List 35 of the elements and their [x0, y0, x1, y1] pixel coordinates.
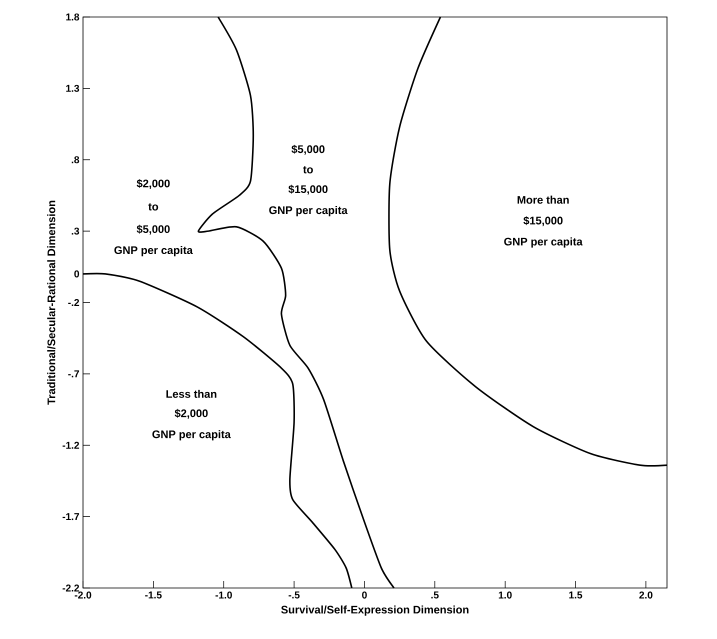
- annotation: GNP per capita: [269, 206, 348, 216]
- annotation: $15,000: [523, 216, 563, 226]
- x-tick-label: -2.0: [74, 592, 92, 599]
- x-tick-label: 0: [362, 592, 367, 599]
- x-tick-label: -1.0: [216, 592, 232, 599]
- x-tick-label: .5: [431, 592, 439, 598]
- y-tick-label: -.7: [68, 370, 80, 378]
- x-tick-label: -1.5: [145, 592, 162, 598]
- annotation: to: [303, 166, 313, 174]
- annotation: $2,000: [174, 408, 208, 419]
- annotation: $15,000: [288, 184, 328, 195]
- annotation: Less than: [166, 390, 216, 398]
- y-tick-label: -2.2: [62, 584, 80, 592]
- y-tick-label: 1.8: [66, 13, 80, 21]
- x-tick-label: -.5: [288, 592, 300, 598]
- annotation: GNP per capita: [152, 430, 231, 440]
- y-tick-label: -1.7: [62, 513, 80, 520]
- annotation: $2,000: [136, 179, 170, 189]
- x-tick-label: 1.5: [569, 592, 582, 598]
- annotation: GNP per capita: [504, 237, 583, 248]
- y-tick-label: .3: [72, 228, 80, 235]
- annotation: $5,000: [291, 144, 325, 155]
- y-tick-label: 1.3: [66, 84, 80, 92]
- y-axis-title: Traditional/Secular-Rational Dimension: [47, 200, 56, 405]
- annotation: GNP per capita: [114, 246, 193, 256]
- x-tick-label: 2.0: [639, 592, 652, 599]
- y-tick-label: 0: [74, 270, 80, 278]
- y-tick-label: .8: [72, 156, 80, 164]
- annotation: to: [148, 203, 158, 210]
- x-axis-title: Survival/Self-Expression Dimension: [281, 605, 468, 616]
- annotation: More than: [518, 196, 569, 204]
- x-tick-label: 1.0: [498, 592, 512, 599]
- y-tick-label: -.2: [68, 299, 80, 306]
- y-tick-label: -1.2: [62, 442, 80, 449]
- annotation: $5,000: [136, 224, 170, 235]
